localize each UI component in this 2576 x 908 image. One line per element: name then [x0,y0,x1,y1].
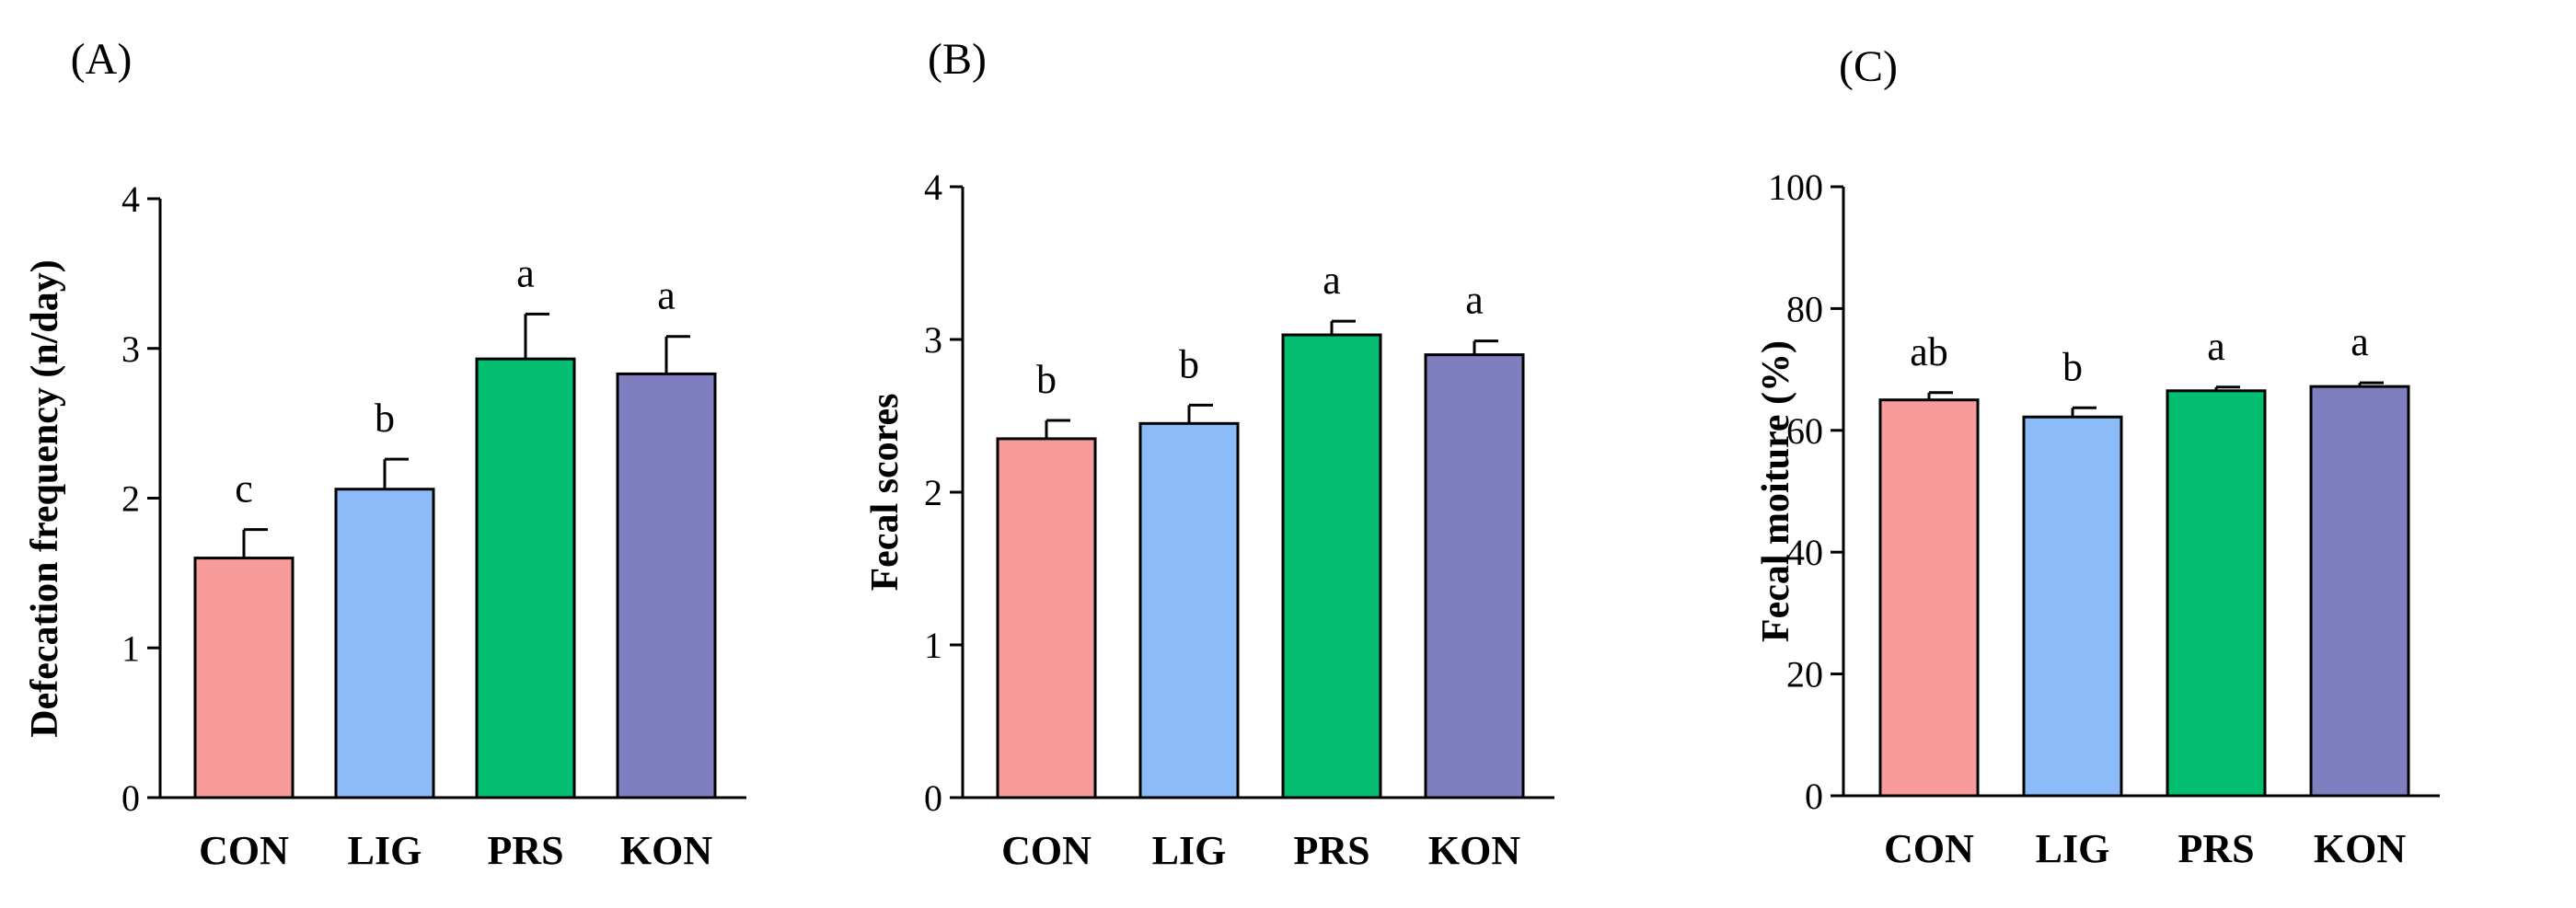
y-tick-label: 1 [121,627,140,669]
chart-panel-3: (C) 0 20 40 60 80 100 Fecal moiture (%) ab CON b LI… [1755,42,2440,871]
x-tick-label-prs: PRS [487,828,563,873]
y-tick-label: 20 [1786,654,1823,695]
y-axis-title: Fecal scores [864,394,907,592]
significance-label-kon: a [1465,278,1484,323]
bar-lig [2022,415,2123,798]
x-tick-label-kon: KON [620,828,712,873]
y-tick-label: 0 [924,777,942,819]
significance-label-prs: a [1323,258,1341,303]
bar-lig [1138,421,1240,799]
bar-prs [2166,389,2267,798]
significance-label-lig: b [375,396,395,441]
bar-prs [1281,333,1382,799]
chart-panel-1: (A) 0 1 2 3 4 Defecation frequency (n/day) c CON… [24,35,746,873]
x-tick-label-lig: LIG [1152,828,1227,873]
y-tick-label: 80 [1786,288,1823,329]
y-tick-label: 3 [121,328,140,370]
significance-label-prs: a [2207,324,2225,369]
x-tick-label-lig: LIG [348,828,422,873]
significance-label-lig: b [2062,344,2083,389]
panel-label: (B) [928,35,987,84]
y-tick-label: 1 [924,625,942,666]
y-tick-label: 3 [924,319,942,361]
significance-label-kon: a [657,273,676,318]
significance-label-kon: a [2351,319,2369,364]
y-axis-title: Fecal moiture (%) [1755,340,1797,642]
significance-label-prs: a [516,250,535,295]
bar-kon [1424,353,1525,799]
y-tick-label: 2 [121,478,140,520]
y-tick-label: 0 [1805,776,1823,817]
x-tick-label-con: CON [199,828,289,873]
x-tick-label-prs: PRS [1293,828,1369,873]
y-tick-label: 100 [1768,167,1823,208]
bar-lig [334,488,435,799]
y-tick-label: 4 [924,167,942,208]
bar-kon [2309,385,2410,798]
bar-con [193,557,295,799]
bar-kon [616,372,717,799]
significance-label-con: c [235,466,253,511]
x-tick-label-con: CON [1001,828,1092,873]
panel-label: (C) [1839,42,1898,91]
y-tick-label: 4 [121,178,140,220]
x-tick-label-con: CON [1884,826,1974,871]
y-tick-label: 2 [924,472,942,513]
y-axis-title: Defecation frequency (n/day) [24,259,66,737]
bar-prs [475,357,576,799]
bar-con [996,437,1097,799]
y-tick-label: 40 [1786,532,1823,573]
significance-label-con: b [1036,357,1057,402]
x-tick-label-kon: KON [2314,826,2406,871]
chart-panel-2: (B) 0 1 2 3 4 Fecal scores b CON b LIG a PRS a KON [864,35,1554,873]
significance-label-lig: b [1179,341,1199,386]
bar-con [1878,398,1980,798]
x-tick-label-lig: LIG [2036,826,2110,871]
y-tick-label: 0 [121,777,140,819]
x-tick-label-kon: KON [1428,828,1520,873]
panel-label: (A) [71,35,133,84]
x-tick-label-prs: PRS [2177,826,2254,871]
significance-label-con: ab [1910,329,1948,374]
y-tick-label: 60 [1786,410,1823,452]
